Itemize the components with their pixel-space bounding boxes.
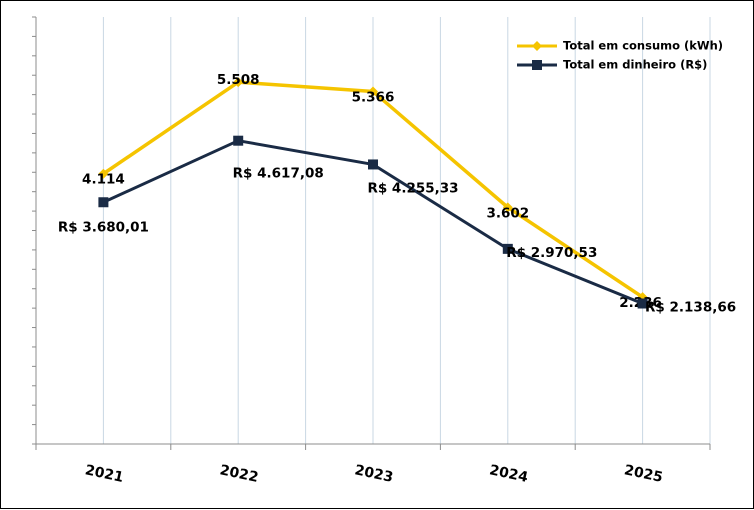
data-label-dinheiro-2021: R$ 3.680,01 xyxy=(58,219,149,235)
x-tick-label-2025: 2025 xyxy=(623,462,664,486)
data-point-dinheiro-2025 xyxy=(637,298,648,309)
data-point-dinheiro-2021 xyxy=(98,197,109,208)
data-label-consumo-2022: 5.508 xyxy=(217,72,260,88)
x-tick-label-2024: 2024 xyxy=(488,462,530,486)
data-label-dinheiro-2023: R$ 4.255,33 xyxy=(367,180,458,196)
legend-label-dinheiro: Total em dinheiro (R$) xyxy=(563,58,707,72)
data-label-dinheiro-2022: R$ 4.617,08 xyxy=(233,166,324,182)
data-point-consumo-2022 xyxy=(233,77,244,88)
data-label-consumo-2021: 4.114 xyxy=(82,172,125,188)
data-point-consumo-2021 xyxy=(98,168,109,179)
data-point-dinheiro-2022 xyxy=(233,135,244,146)
legend-label-consumo: Total em consumo (kWh) xyxy=(563,39,723,53)
data-label-consumo-2023: 5.366 xyxy=(352,89,395,105)
legend-marker-dinheiro xyxy=(532,60,542,70)
data-label-consumo-2024: 3.602 xyxy=(486,205,529,221)
x-tick-label-2022: 2022 xyxy=(218,462,259,486)
data-point-dinheiro-2024 xyxy=(502,243,513,254)
data-label-dinheiro-2024: R$ 2.970,53 xyxy=(506,245,597,261)
legend-marker-consumo xyxy=(532,41,542,51)
data-point-consumo-2024 xyxy=(502,202,513,213)
data-label-dinheiro-2025: R$ 2.138,66 xyxy=(645,300,736,316)
data-point-consumo-2023 xyxy=(368,86,378,97)
x-tick-label-2021: 2021 xyxy=(84,462,125,486)
x-tick-label-2023: 2023 xyxy=(353,462,394,486)
data-point-dinheiro-2023 xyxy=(368,159,378,170)
